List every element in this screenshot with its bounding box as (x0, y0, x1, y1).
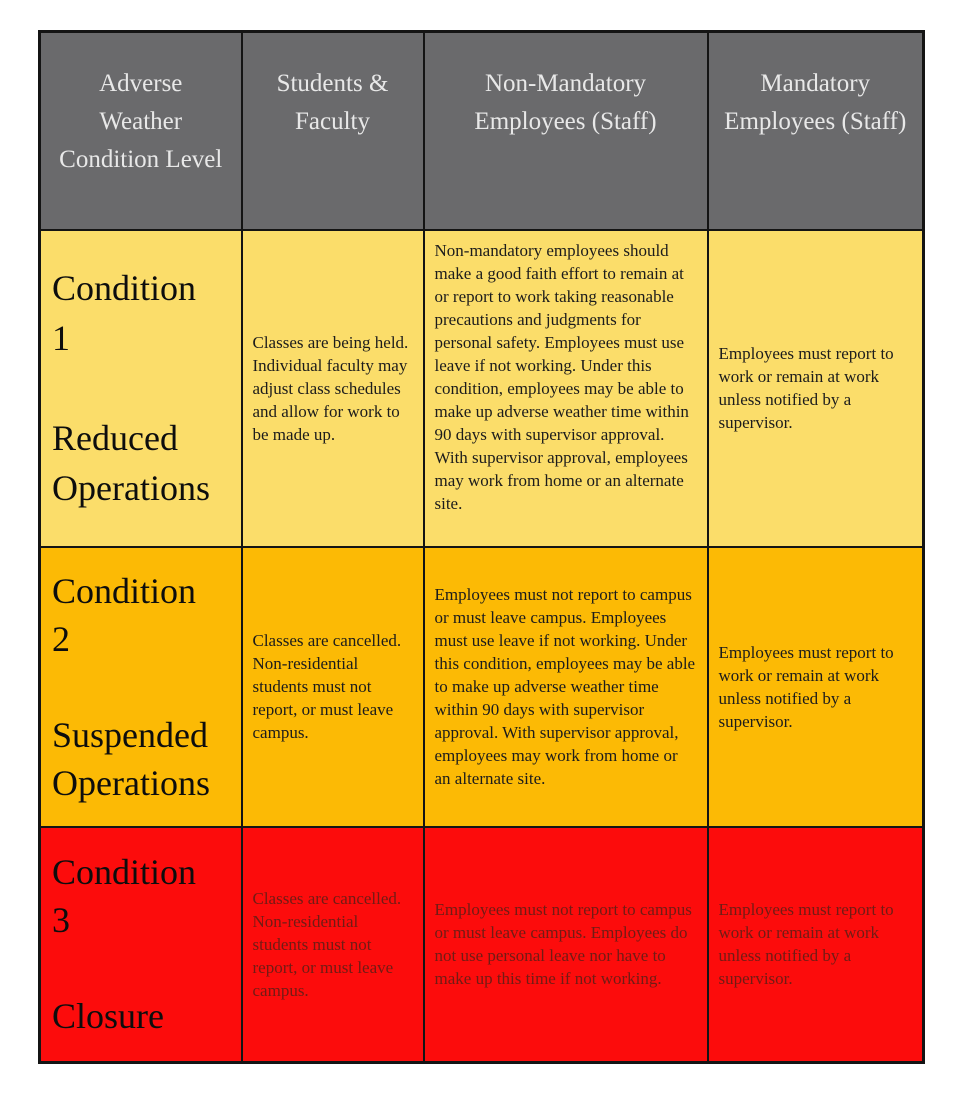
condition-3-level-cell: Condition 3 Closure (38, 825, 243, 1064)
adverse-weather-table: Adverse Weather Condition Level Students… (38, 30, 925, 1064)
header-condition-level: Adverse Weather Condition Level (38, 30, 243, 231)
condition-1-non-mandatory-cell: Non-mandatory employees should make a go… (422, 228, 709, 548)
condition-1-students-faculty-cell: Classes are being held. Individual facul… (240, 228, 425, 548)
row-condition-2: Condition 2 Suspended Operations Classes… (38, 545, 925, 828)
header-students-faculty: Students & Faculty (240, 30, 425, 231)
header-non-mandatory-employees: Non-Mandatory Employees (Staff) (422, 30, 709, 231)
condition-1-mandatory-cell: Employees must report to work or remain … (706, 228, 925, 548)
row-condition-1: Condition 1 Reduced Operations Classes a… (38, 228, 925, 548)
condition-3-mandatory-cell: Employees must report to work or remain … (706, 825, 925, 1064)
condition-2-students-faculty-cell: Classes are cancelled. Non-residential s… (240, 545, 425, 828)
condition-1-level-cell: Condition 1 Reduced Operations (38, 228, 243, 548)
header-row: Adverse Weather Condition Level Students… (38, 30, 925, 231)
condition-2-level-cell: Condition 2 Suspended Operations (38, 545, 243, 828)
header-mandatory-employees: Mandatory Employees (Staff) (706, 30, 925, 231)
condition-2-non-mandatory-cell: Employees must not report to campus or m… (422, 545, 709, 828)
condition-2-mandatory-cell: Employees must report to work or remain … (706, 545, 925, 828)
condition-3-non-mandatory-cell: Employees must not report to campus or m… (422, 825, 709, 1064)
row-condition-3: Condition 3 Closure Classes are cancelle… (38, 825, 925, 1064)
condition-3-students-faculty-cell: Classes are cancelled. Non-residential s… (240, 825, 425, 1064)
